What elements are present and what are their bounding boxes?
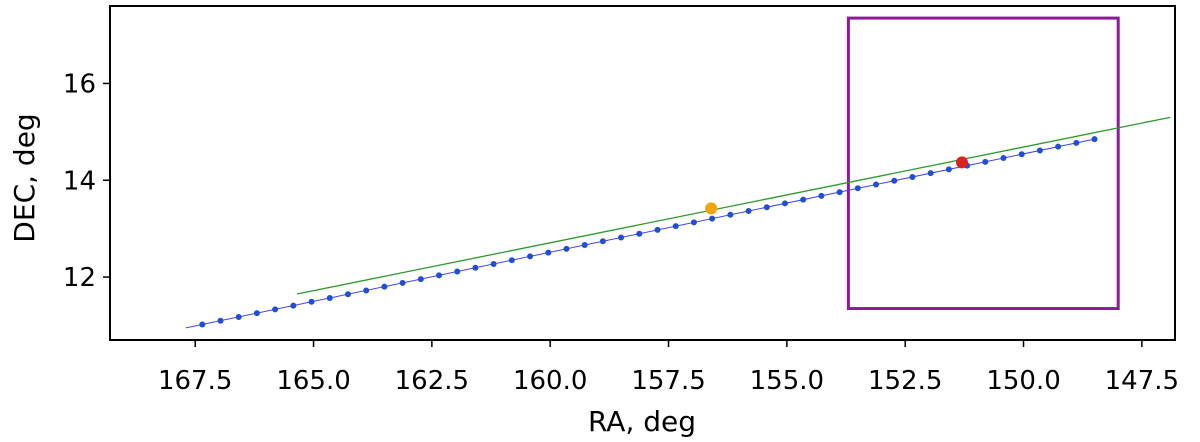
trajectory-point bbox=[363, 287, 370, 294]
x-axis-ticks: 167.5 165.0 162.5 160.0 157.5 155.0 152.5 150.0… bbox=[158, 340, 1179, 396]
trajectory-point bbox=[763, 204, 770, 211]
highlight-rectangle bbox=[846, 16, 1120, 311]
trajectory-point bbox=[854, 185, 861, 192]
x-tick-label: 160.0 bbox=[513, 366, 587, 396]
trajectory-point bbox=[982, 158, 989, 165]
trajectory-point bbox=[199, 321, 206, 328]
plot-layer bbox=[185, 16, 1171, 329]
trajectory-point bbox=[727, 211, 734, 218]
trajectory-point bbox=[399, 279, 406, 286]
y-tick-label: 12 bbox=[63, 263, 96, 293]
trajectory-point bbox=[326, 295, 333, 302]
red-point bbox=[956, 156, 968, 169]
trajectory-point bbox=[1091, 136, 1098, 143]
x-tick-label: 162.5 bbox=[395, 366, 469, 396]
y-axis-label: DEC, deg bbox=[8, 113, 41, 242]
trajectory-point bbox=[818, 192, 825, 199]
trajectory-point bbox=[490, 260, 497, 267]
trajectory-point bbox=[417, 276, 424, 283]
trajectory-point bbox=[436, 272, 443, 279]
trajectory-point bbox=[690, 219, 697, 226]
trajectory-point bbox=[800, 196, 807, 203]
trajectory-point bbox=[472, 264, 479, 271]
trajectory-point bbox=[581, 242, 588, 249]
x-tick-label: 147.5 bbox=[1105, 366, 1179, 396]
orange-point bbox=[705, 202, 718, 215]
trajectory-point bbox=[253, 310, 260, 317]
trajectory-point bbox=[381, 283, 388, 290]
y-tick-label: 14 bbox=[63, 166, 96, 196]
trajectory-point bbox=[636, 230, 643, 237]
x-tick-label: 152.5 bbox=[868, 366, 942, 396]
trajectory-point bbox=[745, 208, 752, 215]
trajectory-point bbox=[672, 223, 679, 230]
trajectory-point bbox=[599, 238, 606, 245]
trajectory-point bbox=[508, 257, 515, 264]
y-axis-ticks: 12 14 16 bbox=[63, 69, 110, 293]
trajectory-point bbox=[618, 234, 625, 241]
plot-frame bbox=[109, 5, 1176, 341]
trajectory-point bbox=[1073, 139, 1080, 146]
y-tick-label: 16 bbox=[63, 69, 96, 99]
trajectory-point bbox=[344, 291, 351, 298]
x-tick-label: 165.0 bbox=[276, 366, 350, 396]
trajectory-point bbox=[654, 226, 661, 233]
trajectory-point bbox=[527, 253, 534, 260]
trajectory-point bbox=[308, 298, 315, 305]
x-tick-label: 167.5 bbox=[158, 366, 232, 396]
trajectory-point bbox=[272, 306, 279, 313]
x-tick-label: 157.5 bbox=[631, 366, 705, 396]
x-axis-label: RA, deg bbox=[588, 405, 696, 438]
trajectory-point bbox=[709, 215, 716, 222]
trajectory-point bbox=[290, 302, 297, 309]
trajectory-point bbox=[781, 200, 788, 207]
trajectory-point bbox=[1000, 155, 1007, 162]
trajectory-point bbox=[1018, 151, 1025, 158]
trajectory-point bbox=[545, 249, 552, 256]
x-tick-label: 155.0 bbox=[750, 366, 824, 396]
trajectory-point bbox=[891, 177, 898, 184]
trajectory-point bbox=[873, 181, 880, 188]
trajectory-point bbox=[235, 313, 242, 320]
x-tick-label: 150.0 bbox=[986, 366, 1060, 396]
fit-line bbox=[296, 116, 1171, 295]
trajectory-point bbox=[454, 268, 461, 275]
trajectory-point bbox=[836, 189, 843, 196]
trajectory-point bbox=[1055, 143, 1062, 150]
trajectory-point bbox=[563, 245, 570, 252]
trajectory-point bbox=[1036, 147, 1043, 154]
trajectory-point bbox=[945, 166, 952, 173]
trajectory-point bbox=[909, 173, 916, 180]
trajectory-point bbox=[927, 170, 934, 177]
trajectory-point bbox=[217, 317, 224, 324]
